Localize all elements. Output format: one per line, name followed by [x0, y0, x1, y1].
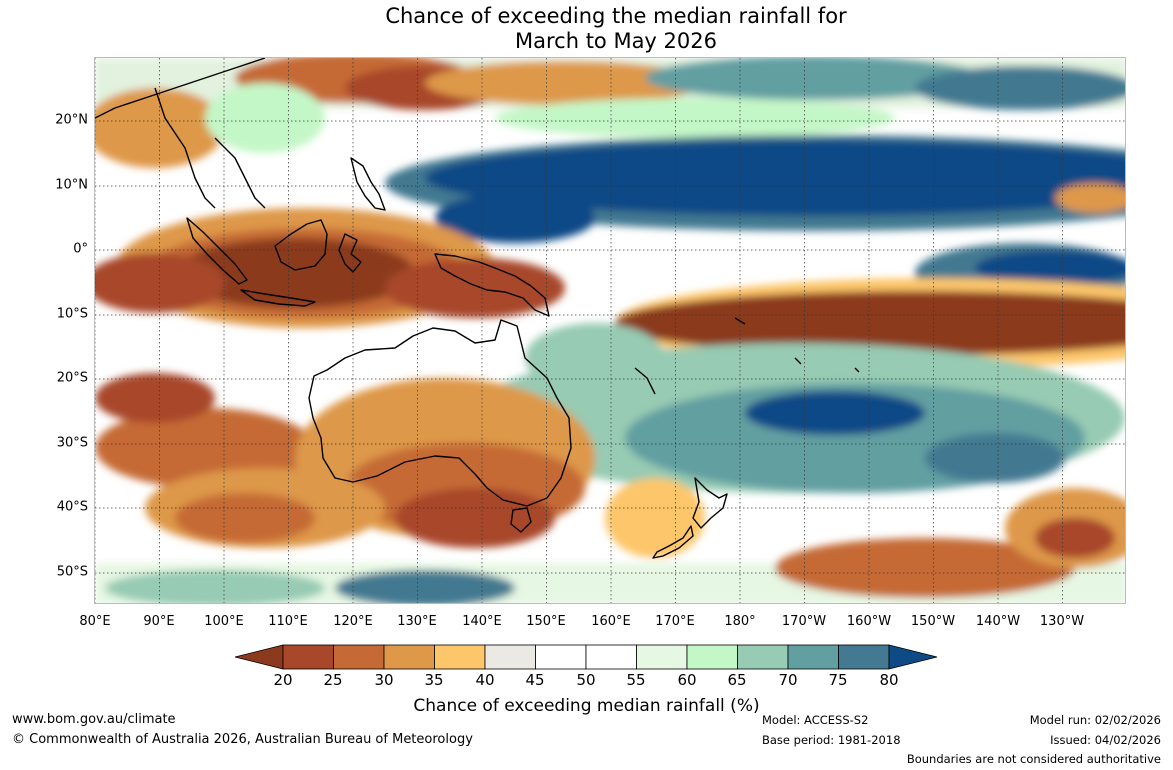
rainfall-map-canvas: [95, 58, 1125, 603]
map-title: Chance of exceeding the median rainfall …: [0, 4, 1173, 54]
colorbar-tick-50: 50: [576, 671, 596, 689]
colorbar-cell: [434, 644, 486, 670]
model-text: Model: ACCESS-S2: [762, 713, 869, 727]
colorbar-cell: [383, 644, 435, 670]
disclaimer-text: Boundaries are not considered authoritat…: [906, 752, 1161, 766]
lat-label-30s: 30°S: [56, 435, 88, 451]
colorbar: [234, 644, 940, 670]
lon-label-80e: 80°E: [79, 614, 111, 629]
website-text: www.bom.gov.au/climate: [12, 712, 176, 727]
colorbar-cell: [484, 644, 536, 670]
colorbar-cell: [686, 644, 738, 670]
new-zealand-south-coastline: [652, 525, 694, 559]
title-line-1: Chance of exceeding the median rainfall …: [385, 4, 847, 28]
lon-label-160e: 160°E: [591, 614, 631, 629]
lon-label-170e: 170°E: [655, 614, 695, 629]
lat-label-10s: 10°S: [56, 306, 88, 322]
colorbar-cell: [282, 644, 334, 670]
new-guinea-coastline: [434, 253, 550, 317]
coastlines: [95, 58, 860, 559]
java-coastline: [240, 289, 316, 307]
colorbar-tick-75: 75: [828, 671, 848, 689]
lat-label-10n: 10°N: [55, 177, 88, 193]
title-line-2: March to May 2026: [515, 29, 717, 53]
colorbar-cell: [787, 644, 839, 670]
lat-label-50s: 50°S: [56, 564, 88, 580]
sulawesi-coastline: [338, 233, 362, 273]
issued-text: Issued: 04/02/2026: [1050, 733, 1161, 747]
lat-label-20s: 20°S: [56, 370, 88, 386]
colorbar-tick-60: 60: [677, 671, 697, 689]
copyright-text: © Commonwealth of Australia 2026, Austra…: [12, 732, 473, 747]
colorbar-tick-55: 55: [626, 671, 646, 689]
colorbar-tick-25: 25: [323, 671, 343, 689]
australia-coastline: [308, 319, 572, 507]
lon-label-140e: 140°E: [462, 614, 502, 629]
lon-label-140w: 140°W: [975, 614, 1021, 629]
lon-label-150e: 150°E: [526, 614, 566, 629]
lon-label-110e: 110°E: [268, 614, 308, 629]
lon-label-130e: 130°E: [397, 614, 437, 629]
new-zealand-north-coastline: [692, 477, 728, 529]
colorbar-arrow-low: [234, 644, 284, 670]
philippines-coastline: [350, 157, 386, 211]
lon-label-100e: 100°E: [204, 614, 244, 629]
colorbar-tick-70: 70: [778, 671, 798, 689]
lon-label-130w: 130°W: [1039, 614, 1085, 629]
colorbar-tick-45: 45: [525, 671, 545, 689]
colorbar-tick-40: 40: [475, 671, 495, 689]
borneo-coastline: [274, 219, 328, 271]
colorbar-tick-30: 30: [374, 671, 394, 689]
colorbar-cell: [737, 644, 789, 670]
lon-label-120e: 120°E: [333, 614, 373, 629]
pacific-islands-coastline: [634, 317, 860, 395]
colorbar-cell: [535, 644, 587, 670]
colorbar-tick-20: 20: [273, 671, 293, 689]
base-period-text: Base period: 1981-2018: [762, 733, 901, 747]
southeast-asia-coastline: [95, 58, 266, 209]
colorbar-tick-80: 80: [879, 671, 899, 689]
colorbar-cell: [838, 644, 890, 670]
colorbar-cell: [333, 644, 385, 670]
graticule-lines: [95, 58, 1125, 603]
colorbar-cell: [636, 644, 688, 670]
sumatra-coastline: [186, 217, 248, 285]
lon-label-150w: 150°W: [910, 614, 956, 629]
lon-label-180: 180°: [724, 614, 756, 629]
colorbar-cell: [585, 644, 637, 670]
model-run-text: Model run: 02/02/2026: [1029, 713, 1161, 727]
lon-label-170w: 170°W: [781, 614, 827, 629]
lat-label-equator: 0°: [73, 241, 88, 257]
rainfall-probability-field: [95, 58, 1125, 603]
colorbar-svg: [234, 644, 938, 670]
colorbar-title: Chance of exceeding median rainfall (%): [413, 696, 760, 716]
lat-label-40s: 40°S: [56, 499, 88, 515]
lon-label-90e: 90°E: [143, 614, 175, 629]
lat-label-20n: 20°N: [55, 112, 88, 128]
tasmania-coastline: [510, 507, 532, 533]
rainfall-map: [94, 57, 1126, 604]
lon-label-160w: 160°W: [846, 614, 892, 629]
colorbar-tick-35: 35: [424, 671, 444, 689]
colorbar-arrow-high: [888, 644, 938, 670]
colorbar-tick-65: 65: [727, 671, 747, 689]
